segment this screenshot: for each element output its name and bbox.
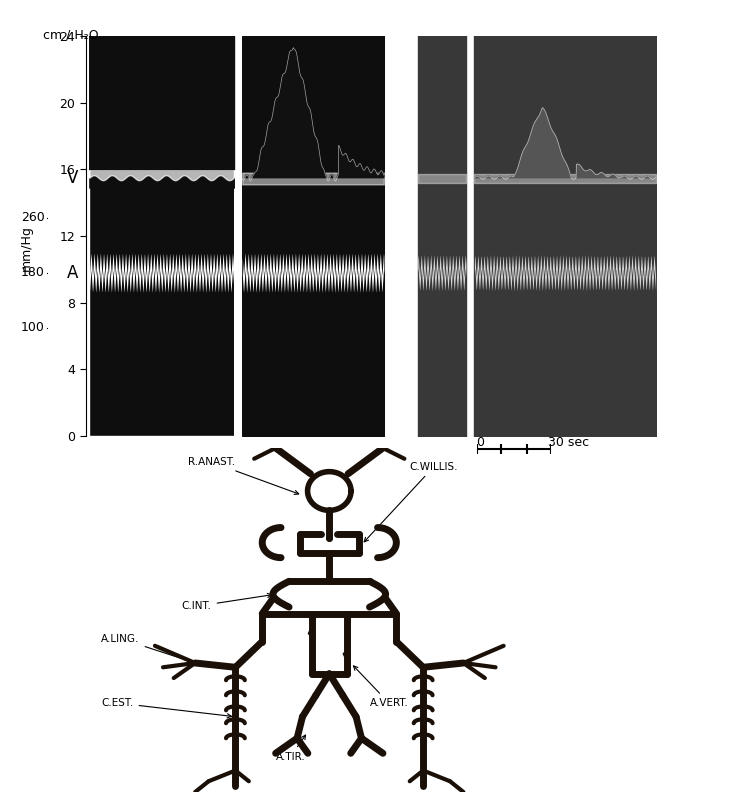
Text: A.VERT.: A.VERT. [354, 666, 408, 708]
Text: V: V [67, 169, 78, 186]
Text: 30 sec: 30 sec [548, 435, 589, 449]
Text: A: A [67, 264, 78, 282]
Text: R.ANAST.: R.ANAST. [188, 457, 299, 494]
Bar [418, 36, 656, 436]
Text: 180: 180 [21, 266, 45, 279]
Text: 0: 0 [477, 435, 484, 449]
Text: C.INT.: C.INT. [182, 594, 272, 611]
Text: C.WILLIS.: C.WILLIS. [364, 462, 458, 542]
Bar [89, 36, 384, 436]
Text: C.EST.: C.EST. [101, 698, 232, 718]
Bar [234, 36, 242, 436]
Text: 100: 100 [21, 321, 45, 334]
Text: cm / H₂O: cm / H₂O [43, 28, 98, 41]
Bar [466, 36, 475, 436]
Text: 260: 260 [21, 211, 45, 224]
Text: mm/Hg: mm/Hg [19, 225, 33, 271]
Text: A.TIR.: A.TIR. [276, 735, 305, 762]
Text: A.LING.: A.LING. [101, 634, 191, 662]
